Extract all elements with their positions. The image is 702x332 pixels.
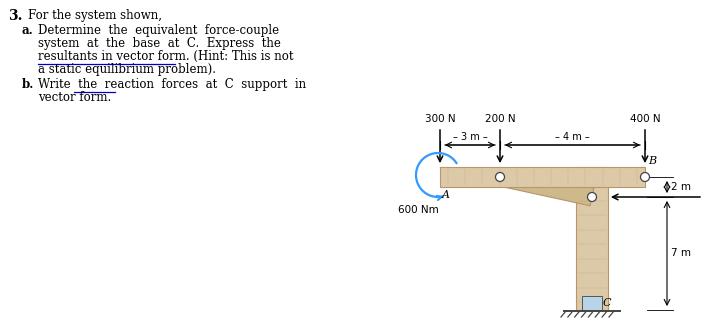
Text: b.: b. [22, 78, 34, 91]
Text: A: A [442, 190, 450, 200]
Text: a.: a. [22, 24, 34, 37]
Text: B: B [648, 156, 656, 166]
Text: – 3 m –: – 3 m – [453, 132, 487, 142]
Polygon shape [582, 296, 602, 310]
Text: 2 m: 2 m [671, 182, 691, 192]
Text: 300 N: 300 N [425, 114, 456, 124]
Text: 400 N: 400 N [630, 114, 661, 124]
Text: Determine  the  equivalent  force-couple: Determine the equivalent force-couple [38, 24, 279, 37]
Text: 600 Nm: 600 Nm [397, 205, 438, 215]
Text: Write  the  reaction  forces  at  C  support  in: Write the reaction forces at C support i… [38, 78, 306, 91]
Text: vector form.: vector form. [38, 91, 111, 104]
Text: a static equilibrium problem).: a static equilibrium problem). [38, 63, 216, 76]
Text: 7 m: 7 m [671, 248, 691, 259]
Polygon shape [498, 168, 594, 206]
Text: resultants in vector form. (Hint: This is not: resultants in vector form. (Hint: This i… [38, 50, 293, 63]
Text: – 4 m –: – 4 m – [555, 132, 590, 142]
Text: 3.: 3. [8, 9, 22, 23]
Text: 200 N: 200 N [484, 114, 515, 124]
Polygon shape [440, 167, 645, 187]
Text: system  at  the  base  at  C.  Express  the: system at the base at C. Express the [38, 37, 281, 50]
Circle shape [588, 193, 597, 202]
Text: C: C [603, 298, 611, 308]
Polygon shape [576, 167, 608, 310]
Text: For the system shown,: For the system shown, [28, 9, 162, 22]
Circle shape [496, 173, 505, 182]
Circle shape [640, 173, 649, 182]
